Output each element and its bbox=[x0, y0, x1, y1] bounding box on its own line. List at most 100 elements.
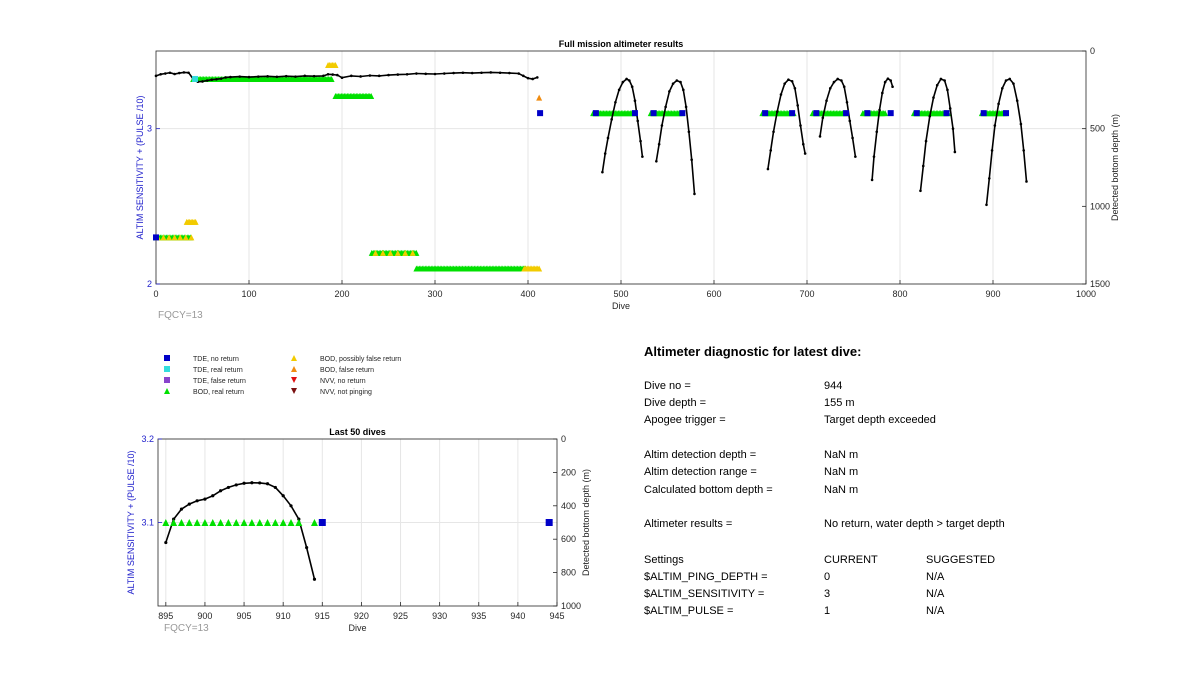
x-tick-label: 895 bbox=[158, 611, 173, 621]
depth-point bbox=[1008, 77, 1012, 81]
depth-point bbox=[848, 119, 852, 123]
last-50-dives-fqcy-label: FQCY=13 bbox=[164, 623, 209, 634]
depth-point bbox=[187, 502, 191, 506]
marker-tde_no_return bbox=[864, 110, 871, 117]
depth-point bbox=[182, 71, 186, 74]
depth-point bbox=[636, 119, 640, 123]
depth-point bbox=[234, 483, 238, 487]
depth-point bbox=[821, 116, 825, 120]
depth-point bbox=[790, 79, 794, 83]
depth-point bbox=[840, 79, 843, 82]
marker-tde_no_return bbox=[318, 519, 326, 526]
depth-point bbox=[312, 74, 316, 78]
marker-bod_real_return bbox=[240, 519, 248, 526]
depth-point bbox=[621, 80, 625, 84]
depth-point bbox=[990, 149, 994, 152]
legend-label: TDE, false return bbox=[193, 378, 246, 385]
last-50-dives-title: Last 50 dives bbox=[329, 427, 386, 437]
diagnostic-title: Altimeter diagnostic for latest dive: bbox=[644, 344, 862, 359]
x-tick-label: 920 bbox=[354, 611, 369, 621]
x-tick-label: 945 bbox=[549, 611, 564, 621]
marker-tde_no_return bbox=[650, 110, 657, 117]
marker-bod_real_return bbox=[170, 519, 178, 526]
marker-legend: TDE, no return TDE, real return TDE, false… bbox=[164, 355, 401, 396]
depth-point bbox=[628, 79, 631, 82]
diag-label: Dive depth = bbox=[644, 397, 707, 409]
depth-point bbox=[470, 71, 474, 75]
marker-bod_real_return bbox=[310, 519, 318, 526]
depth-point bbox=[675, 79, 679, 82]
setting-current: 3 bbox=[824, 588, 831, 600]
depth-point bbox=[218, 489, 223, 493]
depth-point bbox=[775, 110, 779, 113]
depth-point bbox=[258, 481, 262, 485]
depth-point bbox=[655, 159, 658, 163]
marker-bod_real_return bbox=[256, 519, 264, 526]
setting-current: 0 bbox=[824, 571, 831, 583]
marker-tde_no_return bbox=[679, 110, 686, 117]
diag-value: NaN m bbox=[824, 484, 859, 496]
x-tick-label: 940 bbox=[510, 611, 525, 621]
legend-label: BOD, possibly false return bbox=[320, 356, 401, 363]
y2-tick-label: 1500 bbox=[1090, 279, 1110, 289]
depth-point bbox=[832, 80, 836, 84]
depth-point bbox=[247, 75, 251, 79]
depth-point bbox=[668, 90, 671, 93]
marker-bod_real_return bbox=[224, 519, 232, 526]
depth-point bbox=[693, 192, 696, 196]
y-tick-label: 2 bbox=[147, 279, 152, 289]
settings-header-current: CURRENT bbox=[824, 554, 878, 566]
depth-point bbox=[919, 189, 922, 193]
marker-bod_possibly_false bbox=[372, 249, 379, 256]
y-tick-label: 3.2 bbox=[141, 434, 154, 444]
marker-tde_no_return bbox=[164, 355, 170, 361]
depth-point bbox=[997, 102, 1000, 106]
depth-point bbox=[242, 481, 246, 485]
depth-point bbox=[690, 158, 693, 162]
depth-point bbox=[226, 485, 231, 490]
last-50-dives-ylabel: ALTIM SENSITIVITY + (PULSE /10) bbox=[126, 451, 136, 595]
depth-point bbox=[177, 71, 181, 75]
depth-point bbox=[257, 75, 260, 78]
y2-tick-label: 1000 bbox=[561, 601, 581, 611]
depth-point bbox=[359, 75, 362, 78]
y-tick-label: 3.1 bbox=[141, 518, 154, 528]
marker-tde_no_return bbox=[980, 110, 987, 117]
x-tick-label: 930 bbox=[432, 611, 447, 621]
marker-tde_no_return bbox=[813, 110, 820, 117]
depth-point bbox=[489, 71, 493, 74]
depth-point bbox=[284, 74, 288, 78]
depth-point bbox=[633, 99, 637, 103]
depth-point bbox=[946, 88, 949, 92]
depth-point bbox=[415, 72, 418, 75]
x-tick-label: 905 bbox=[237, 611, 252, 621]
legend-label: BOD, false return bbox=[320, 367, 374, 374]
diag-value: NaN m bbox=[824, 466, 859, 478]
depth-point bbox=[641, 155, 644, 158]
marker-bod_real_return bbox=[209, 519, 217, 526]
marker-bod_real_return bbox=[185, 519, 193, 526]
depth-point bbox=[953, 150, 957, 154]
depth-point bbox=[461, 71, 465, 75]
depth-point bbox=[787, 78, 790, 82]
x-tick-label: 300 bbox=[427, 289, 442, 299]
x-tick-label: 800 bbox=[892, 289, 907, 299]
depth-point bbox=[886, 77, 890, 80]
depth-point bbox=[350, 74, 353, 78]
depth-point bbox=[883, 80, 887, 84]
depth-point bbox=[179, 507, 184, 511]
depth-line bbox=[767, 78, 806, 170]
legend-label: NVV, no return bbox=[320, 378, 366, 385]
depth-point bbox=[452, 71, 455, 75]
depth-point bbox=[606, 136, 610, 140]
marker-bod_possibly_false bbox=[188, 234, 195, 241]
depth-point bbox=[443, 72, 446, 75]
depth-point bbox=[842, 85, 846, 89]
last-50-dives-plot: 895 900 905 910 915 920 925 930 935 940 945 3.1 3.2 0… bbox=[126, 427, 591, 634]
x-tick-label: 935 bbox=[471, 611, 486, 621]
marker-tde_no_return bbox=[762, 110, 769, 117]
marker-bod_possibly_false bbox=[182, 234, 189, 241]
depth-point bbox=[331, 73, 335, 76]
depth-point bbox=[630, 85, 634, 89]
marker-bod_false_return bbox=[536, 94, 543, 101]
